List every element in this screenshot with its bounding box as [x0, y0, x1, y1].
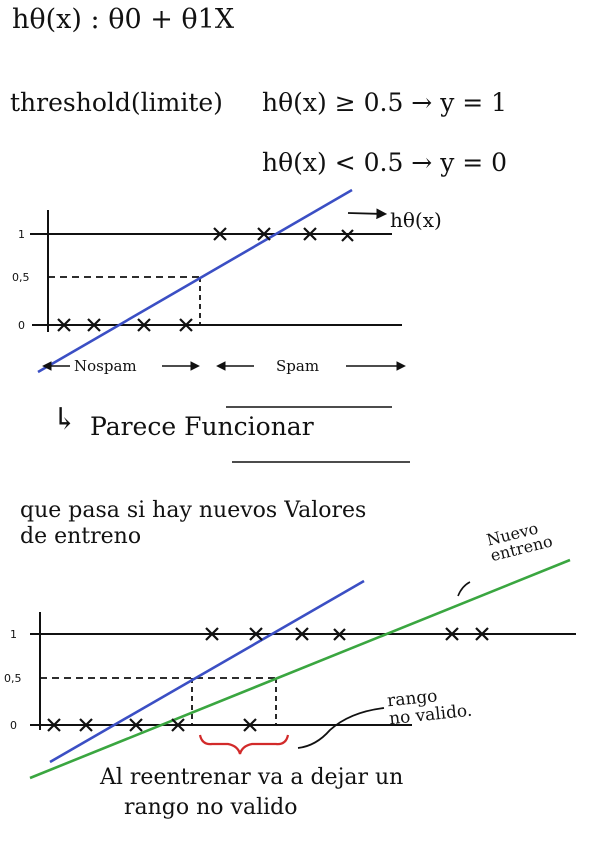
- graph2-invalid-range-brace: [198, 734, 290, 755]
- graph1-region-spam: Spam: [276, 357, 319, 375]
- graph-2: 1 0,5 0: [4, 558, 576, 780]
- graph2-crosses-top: [205, 627, 489, 641]
- arrow-icon: ↳: [52, 402, 78, 437]
- question-line-2: de entreno: [20, 524, 142, 549]
- conclusion-2: Al reentrenar va a dejar un rango no val…: [100, 763, 403, 823]
- question-text: que pasa si hay nuevos Valores de entren…: [20, 498, 366, 550]
- graph2-tick-1: 1: [10, 628, 17, 641]
- graph2-tick-0-5: 0,5: [4, 672, 22, 685]
- threshold-label: threshold(limite): [10, 88, 223, 117]
- graph1-hypothesis-line: [37, 188, 353, 374]
- graph2-new-hypothesis-line: [29, 558, 571, 780]
- hypothesis-formula: hθ(x) : θ0 + θ1X: [12, 4, 235, 35]
- graph1-crosses-spam: [213, 227, 354, 242]
- invalid-range-label: rango no valido.: [386, 684, 473, 729]
- graph2-tick-0: 0: [10, 719, 17, 732]
- conclusion-2-line-1: Al reentrenar va a dejar un: [100, 765, 404, 790]
- graph1-tick-0-5: 0,5: [12, 271, 30, 284]
- graph-1: 1 0,5 0 Nospam Spam: [12, 188, 410, 463]
- threshold-condition-2: hθ(x) < 0.5 → y = 0: [262, 148, 508, 177]
- conclusion-1: Parece Funcionar: [90, 412, 314, 441]
- graph2-old-hypothesis-line: [49, 579, 365, 764]
- graph1-tick-1: 1: [18, 228, 25, 241]
- graph1-crosses-nospam: [57, 318, 193, 332]
- hypothesis-line-label: hθ(x): [390, 208, 442, 232]
- graph1-label-arrow: [347, 208, 388, 220]
- conclusion-2-line-2: rango no valido: [124, 795, 298, 820]
- graph1-tick-0: 0: [18, 319, 25, 332]
- nuevo-entreno-pointer: [457, 581, 471, 597]
- rango-pointer: [297, 707, 385, 749]
- question-line-1: que pasa si hay nuevos Valores: [20, 498, 367, 523]
- graph2-crosses-bottom: [47, 718, 257, 732]
- graph1-region-nospam: Nospam: [74, 357, 137, 375]
- threshold-condition-1: hθ(x) ≥ 0.5 → y = 1: [262, 88, 508, 117]
